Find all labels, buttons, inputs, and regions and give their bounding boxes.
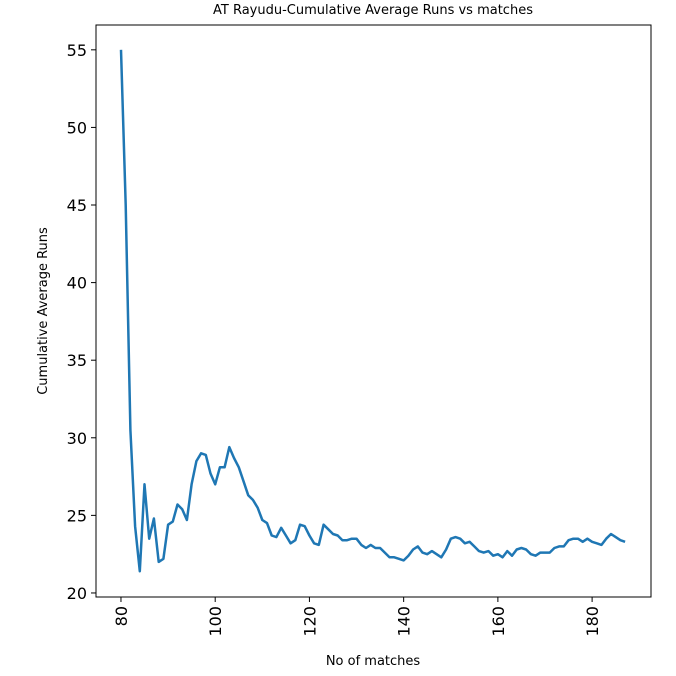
y-tick-label: 50: [67, 118, 87, 137]
plot-frame: [95, 24, 652, 598]
y-axis-label: Cumulative Average Runs: [36, 227, 51, 395]
y-tick-label: 20: [67, 584, 87, 603]
y-tick-label: 40: [67, 274, 87, 293]
x-tick-label: 100: [206, 606, 225, 637]
y-tick-label: 55: [67, 41, 87, 60]
series-line: [119, 49, 626, 573]
y-tick-label: 25: [67, 506, 87, 525]
x-tick-label: 160: [489, 606, 508, 637]
x-tick-label: 180: [583, 606, 602, 637]
x-tick-label: 140: [395, 606, 414, 637]
y-tick-label: 35: [67, 351, 87, 370]
x-tick-label: 80: [112, 606, 131, 626]
x-axis-label: No of matches: [326, 654, 421, 669]
chart-title: AT Rayudu-Cumulative Average Runs vs mat…: [213, 3, 533, 18]
y-tick-label: 30: [67, 429, 87, 448]
y-tick-label: 45: [67, 196, 87, 215]
x-tick-label: 120: [300, 606, 319, 637]
